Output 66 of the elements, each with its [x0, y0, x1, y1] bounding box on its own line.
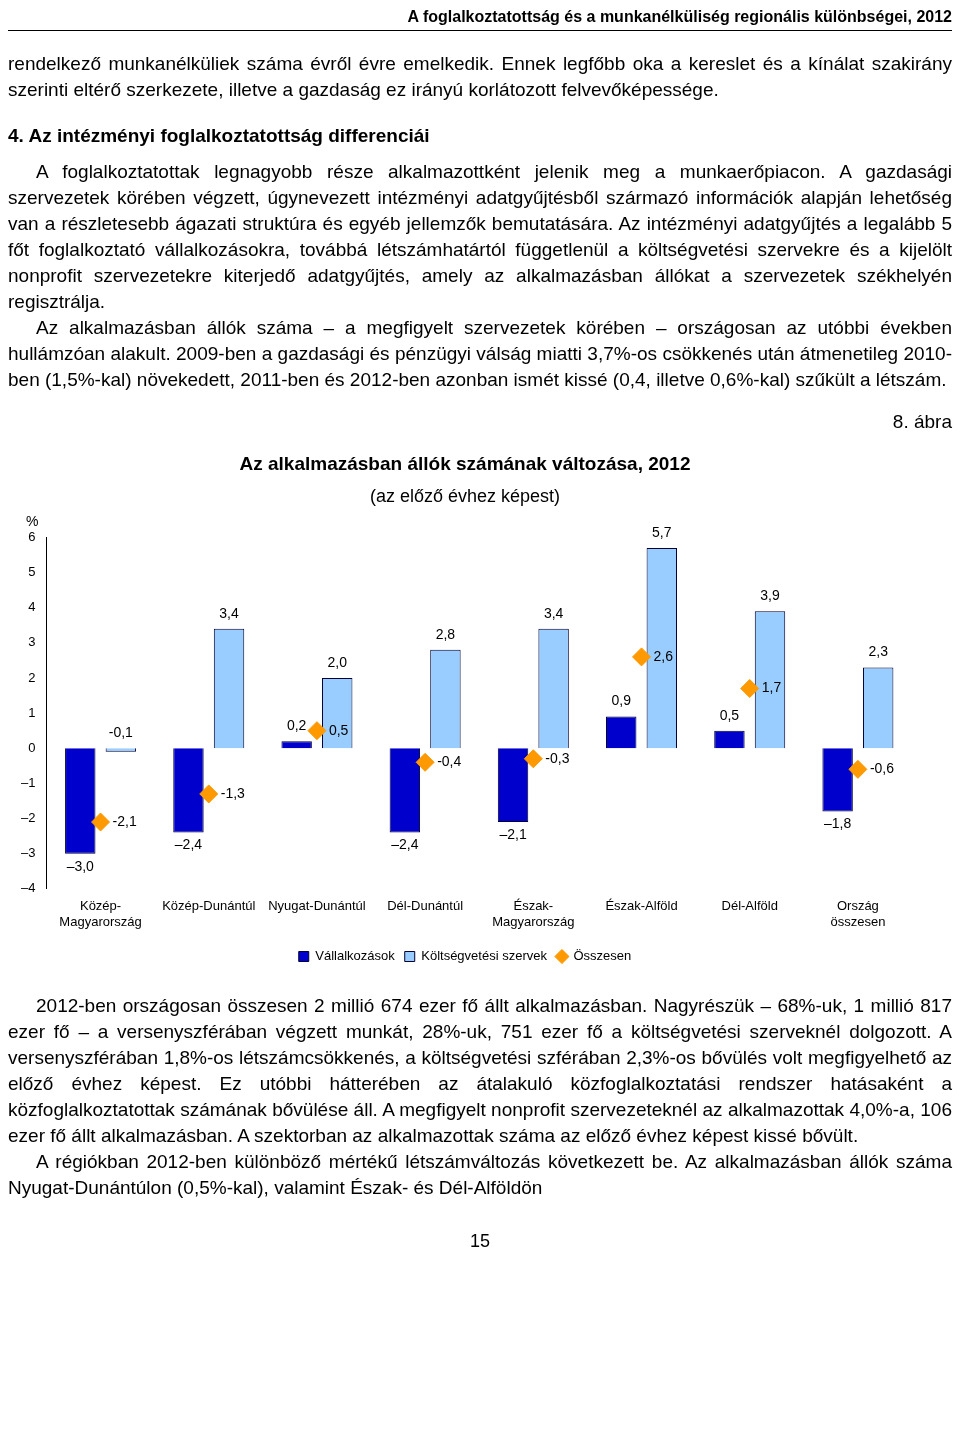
legend-label: Költségvetési szervek	[421, 948, 548, 964]
data-label: -2,1	[112, 812, 137, 829]
x-tick-label: Közép- Magyarország	[59, 898, 142, 929]
data-label: -0,6	[869, 760, 895, 777]
data-label: 0,9	[611, 692, 632, 709]
y-tick-label: 2	[28, 669, 36, 685]
y-tick-label: 5	[28, 564, 36, 580]
y-tick-label: 4	[28, 599, 36, 615]
data-label: 0,5	[328, 721, 349, 738]
point	[523, 749, 543, 769]
x-tick-label: Közép-Dunántúl	[162, 898, 256, 914]
text: 4. Az intézményi foglalkoztatottság differenciái	[8, 124, 431, 148]
x-tick-label: Észak- Magyarország	[492, 898, 575, 929]
y-tick-label: –1	[20, 774, 36, 790]
data-label: 2,8	[435, 625, 456, 642]
y-tick-label: 6	[28, 528, 36, 544]
data-label: –2,4	[174, 836, 203, 853]
text: A foglalkoztatottság és a munkanélküliség regionális különbségei, 2012	[8, 8, 952, 31]
data-label: 3,4	[219, 604, 239, 621]
text: 2012-ben országosan összesen 2 millió 674 ezer fő állt alkalmazásban. Nagyrészük – 68%-uk, 1 millió 817 ezer fő – a versenyszférában végzett munkát, 28%-uk, 751 ezer fő a költségvetési szerveknél dolgozott. A versenyszférában 1,8%-os létszámcsökkenés, a költségvetési szférában 2,3%-os bővülés volt megfigyelhető az előző évhez képest. Ez utóbbi hátterében az átalakuló közfoglalkoztatási rendszer hatásaként a közfoglalkoztatottak számának bővülése áll. A megfigyelt nonprofit szervezeteknél az alkalmazottak 4,0%-a, 106 ezer fő állt alkalmazásban. A szektorban az alkalmazottak száma az előző évhez képest kissé bővült.	[8, 994, 952, 1148]
data-label: 0,2	[286, 717, 307, 734]
y-tick-label: 0	[28, 739, 36, 755]
y-tick-label: 3	[28, 634, 36, 650]
text: 15	[469, 1231, 491, 1252]
text: 8. ábra	[891, 411, 952, 433]
point	[91, 812, 111, 832]
data-label: –3,0	[66, 857, 95, 874]
point	[740, 679, 760, 698]
legend-label: Összesen	[573, 948, 632, 964]
x-tick-label: Dél-Alföld	[721, 898, 778, 914]
data-label: –2,4	[391, 836, 419, 853]
point	[199, 784, 219, 804]
data-label: -0,4	[437, 753, 462, 770]
y-tick-label: –4	[20, 880, 36, 896]
y-tick-label: –2	[20, 810, 36, 826]
data-label: 0,5	[719, 706, 740, 723]
data-label: 2,0	[327, 653, 348, 670]
text: A régiókban 2012-ben különböző mértékű létszámváltozás következett be. Az alkalmazásban állók száma Nyugat-Dunántúlon (0,5%-kal), valamint Észak- és Dél-Alföldön	[8, 1150, 952, 1200]
y-tick-label: 1	[28, 704, 36, 720]
data-label: 1,7	[761, 679, 782, 696]
y-tick-label: –3	[20, 845, 36, 861]
chart-title: Az alkalmazásban állók számának változása, 2012	[239, 452, 691, 474]
y-axis-title: %	[26, 513, 39, 530]
point	[848, 759, 868, 779]
point	[415, 752, 435, 772]
text: rendelkező munkanélküliek száma évről évre emelkedik. Ennek legfőbb oka a kereslet és a kínálat szakirány szerinti eltérő szerkezete, illetve a gazdaság ez irányú korlátozott felvevőképessége.	[8, 52, 952, 102]
text: Az alkalmazásban állók száma – a megfigyelt szervezetek körében – országosan az utóbbi években hullámzóan alakult. 2009-ben a gazdasági és pénzügyi válság miatti 3,7%-os csökkenés után átmenetileg 2010-ben (1,5%-kal) növekedett, 2011-ben és 2012-ben azonban ismét kissé (0,4, illetve 0,6%-kal) szűkült a létszám.	[8, 316, 952, 392]
point	[632, 647, 652, 667]
data-label: -0,1	[108, 724, 134, 741]
x-tick-label: Dél-Dunántúl	[387, 898, 464, 914]
legend-label: Vállalkozások	[315, 948, 396, 964]
x-tick-label: Nyugat-Dunántúl	[268, 898, 366, 914]
chart-subtitle: (az előző évhez képest)	[369, 485, 561, 506]
data-label: –1,8	[823, 815, 852, 832]
data-label: 5,7	[652, 523, 672, 540]
text: A foglalkoztatottak legnagyobb része alkalmazottként jelenik meg a munkaerőpiacon. A gazdasági szervezetek körében végzett, úgynevezett intézményi adatgyűjtésből származó információk alapján lehetőség van a részletesebb ágazati struktúra és egyéb jellemzők bemutatására. Az intézményi adatgyűjtés a legalább 5 főt foglalkoztató vállalkozásokra, továbbá létszámhatártól függetlenül a költségvetési szervekre és a kijelölt nonprofit szervezetekre kiterjedő adatgyűjtés, amely az alkalmazásban állókat a szervezetek székhelyén regisztrálja.	[8, 160, 952, 314]
data-label: –2,1	[499, 825, 527, 842]
x-tick-label: Ország összesen	[830, 898, 886, 929]
x-tick-label: Észak-Alföld	[605, 898, 678, 914]
data-label: 2,6	[653, 647, 674, 664]
data-label: -1,3	[220, 784, 246, 801]
point	[307, 721, 327, 741]
data-label: -0,3	[545, 749, 570, 766]
data-label: 3,4	[543, 604, 564, 621]
data-label: 3,9	[760, 587, 780, 604]
data-label: 2,3	[868, 643, 889, 660]
